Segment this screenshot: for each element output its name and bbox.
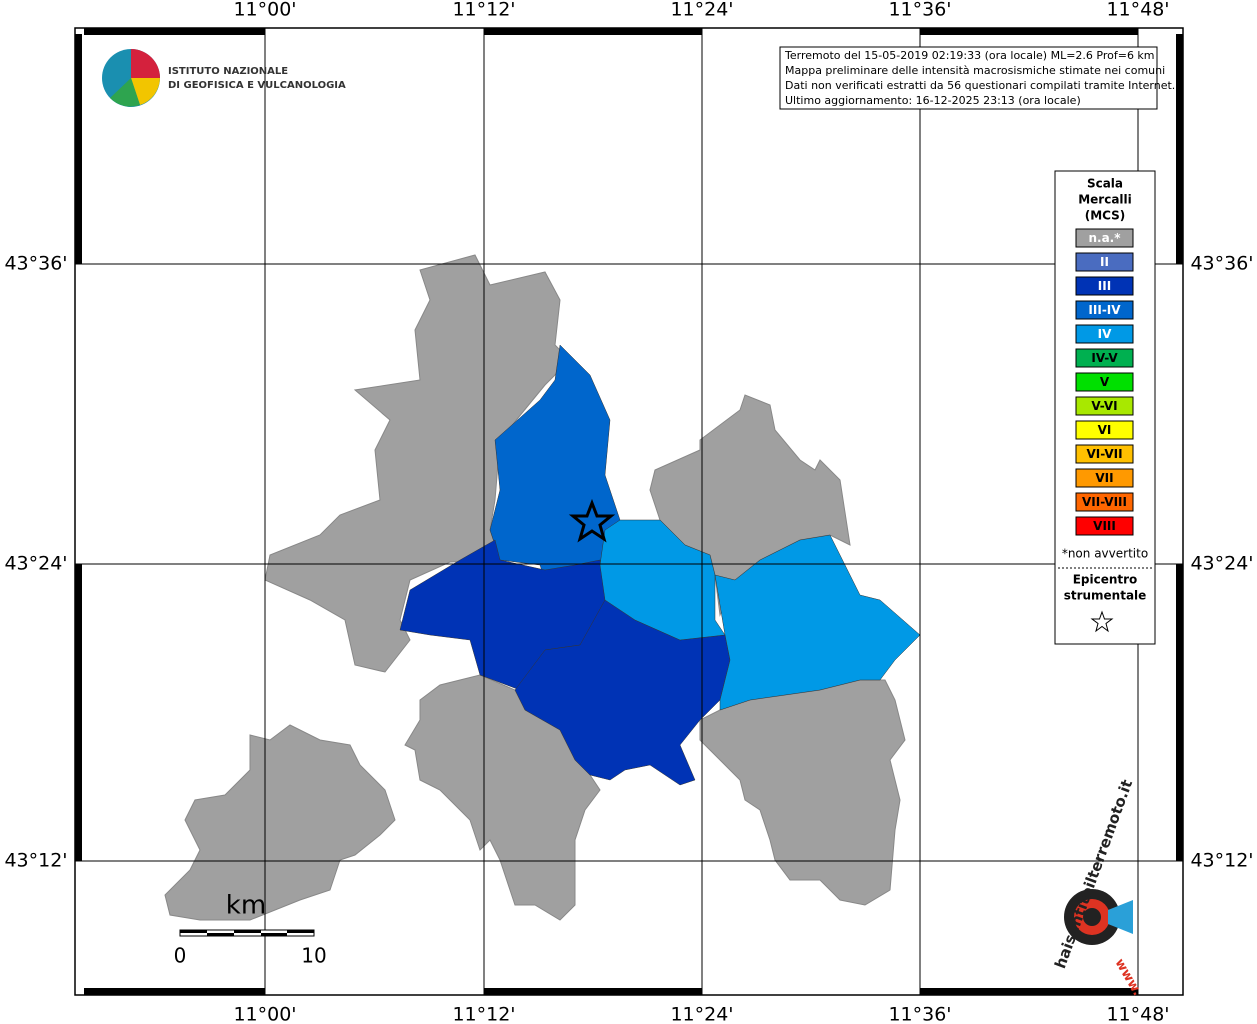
legend-label: III-IV — [1088, 303, 1121, 317]
scale-bar-segment — [207, 933, 234, 936]
scale-bar-segment — [261, 933, 287, 936]
legend-label: IV — [1098, 327, 1112, 341]
legend-swatch — [1075, 324, 1134, 344]
lon-label: 11°00' — [233, 0, 296, 21]
lon-label: 11°36' — [888, 0, 951, 21]
scale-bar-segment — [180, 930, 207, 933]
lon-label: 11°24' — [670, 0, 733, 21]
area-iv — [714, 534, 921, 711]
legend-swatch — [1075, 516, 1134, 536]
legend-star — [1090, 610, 1114, 633]
info-line: Terremoto del 15-05-2019 02:19:33 (ora l… — [784, 49, 1155, 62]
legend-label: n.a.* — [1088, 231, 1121, 245]
site-logo — [1064, 889, 1133, 945]
scale-tick-label: 0 — [174, 944, 187, 968]
legend-label: VII-VIII — [1082, 495, 1127, 509]
lon-label: 11°12' — [452, 1004, 515, 1024]
lat-label: 43°24' — [4, 553, 67, 575]
lat-label: 43°36' — [1190, 253, 1253, 275]
legend-swatch — [1075, 252, 1134, 272]
site-logo-mark — [1108, 900, 1133, 934]
lat-label: 43°36' — [4, 253, 67, 275]
logo-globe — [110, 78, 140, 107]
scale-bar-segment — [287, 930, 314, 933]
logo-globe — [131, 78, 160, 105]
logo-globe — [131, 49, 160, 78]
lon-label: 11°24' — [670, 1004, 733, 1024]
ingv-logo — [102, 49, 160, 107]
municipalities — [164, 254, 921, 921]
legend-title: (MCS) — [1085, 209, 1126, 223]
info-line: Dati non verificati estratti da 56 quest… — [785, 79, 1175, 92]
frame-band — [75, 34, 82, 264]
area-iv — [599, 519, 726, 641]
legend-label: VI — [1098, 423, 1112, 437]
legend-label: VIII — [1093, 519, 1116, 533]
frame-bands — [75, 28, 1183, 995]
legend-swatch — [1075, 276, 1134, 296]
epicenter-star — [568, 498, 616, 543]
frame-band — [920, 988, 1138, 995]
lon-label: 11°48' — [1106, 0, 1169, 21]
legend-swatch — [1075, 468, 1134, 488]
legend-note: *non avvertito — [1062, 547, 1148, 561]
info-box — [779, 46, 1158, 110]
legend-swatch — [1075, 492, 1134, 512]
legend-label: V — [1100, 375, 1110, 389]
legend-title: Mercalli — [1078, 193, 1132, 207]
logo-text: DI GEOFISICA E VULCANOLOGIA — [168, 80, 346, 91]
legend-swatch — [1075, 348, 1134, 368]
legend-swatch — [1075, 372, 1134, 392]
legend-swatch — [1075, 228, 1134, 248]
legend-label: III — [1098, 279, 1111, 293]
logo-text: ISTITUTO NAZIONALE — [168, 66, 288, 77]
frame-band — [484, 28, 702, 35]
lon-label: 11°36' — [888, 1004, 951, 1024]
legend-swatch — [1075, 420, 1134, 440]
lon-label: 11°00' — [233, 1004, 296, 1024]
legend-label: II — [1100, 255, 1109, 269]
frame-band — [920, 28, 1138, 35]
scale-unit: km — [226, 891, 266, 921]
legend-swatch — [1075, 444, 1134, 464]
lat-label: 43°12' — [4, 850, 67, 872]
site-logo-mark — [1083, 908, 1101, 926]
lon-label: 11°12' — [452, 0, 515, 21]
legend-swatch — [1075, 396, 1134, 416]
area-na — [264, 254, 571, 673]
info-line: Mappa preliminare delle intensità macros… — [785, 64, 1165, 77]
scale-bar — [179, 929, 315, 937]
lat-label: 43°24' — [1190, 553, 1253, 575]
frame-band — [75, 564, 82, 861]
legend-swatch — [1075, 300, 1134, 320]
scale-bar-segment — [234, 930, 261, 933]
legend-epicenter: Epicentro — [1073, 573, 1138, 587]
frame-band — [1176, 34, 1183, 264]
frame-band — [1176, 564, 1183, 861]
legend-label: VI-VII — [1086, 447, 1122, 461]
lat-label: 43°12' — [1190, 850, 1253, 872]
legend-label: IV-V — [1091, 351, 1118, 365]
legend-label: V-VI — [1091, 399, 1117, 413]
frame-band — [484, 988, 702, 995]
lon-label: 11°48' — [1106, 1004, 1169, 1024]
legend-title: Scala — [1087, 177, 1123, 191]
legend-label: VII — [1095, 471, 1113, 485]
frame-band — [84, 28, 265, 35]
frame-band — [84, 988, 265, 995]
legend-epicenter: strumentale — [1064, 589, 1147, 603]
area-na — [164, 724, 396, 921]
info-line: Ultimo aggiornamento: 16-12-2025 23:13 (… — [785, 94, 1081, 107]
scale-tick-label: 10 — [301, 944, 326, 968]
